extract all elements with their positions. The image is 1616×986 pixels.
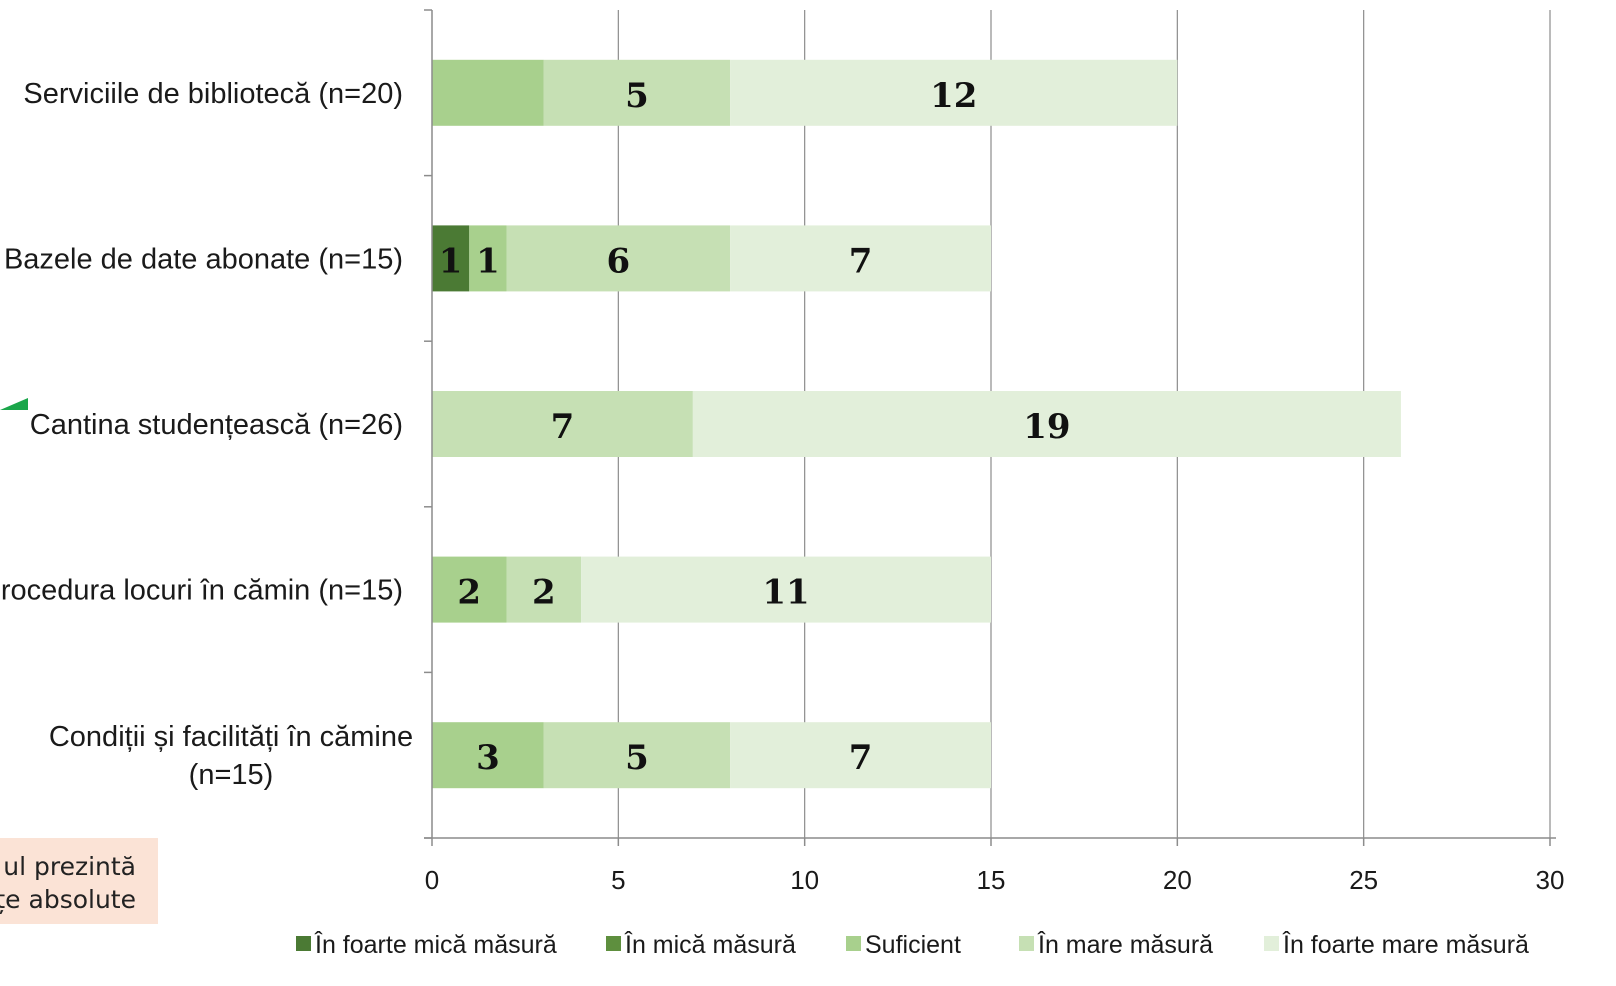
category-label: Condiții și facilități în cămine (n=15) xyxy=(49,721,413,791)
data-label: 3 xyxy=(476,738,500,778)
arrow-icon xyxy=(0,386,28,410)
legend-swatch xyxy=(846,936,861,951)
data-label: 7 xyxy=(849,241,873,281)
data-label: 11 xyxy=(762,573,809,613)
data-label: 5 xyxy=(625,76,649,116)
data-label: 1 xyxy=(476,241,500,281)
bar-segment xyxy=(730,59,1178,126)
bar-segment xyxy=(432,391,693,457)
data-label: 5 xyxy=(625,738,649,778)
x-tick-label: 25 xyxy=(1349,865,1378,895)
annotation-note: ul prezintă nțe absolute xyxy=(0,838,158,924)
bar-segment xyxy=(432,556,507,623)
legend-swatch xyxy=(606,936,621,951)
legend-label: În foarte mare măsură xyxy=(1282,930,1529,959)
data-label: 2 xyxy=(457,573,481,613)
note-line-2: nțe absolute xyxy=(0,885,136,914)
x-tick-label: 5 xyxy=(611,865,625,895)
data-label: 12 xyxy=(930,76,977,116)
x-tick-label: 30 xyxy=(1536,865,1565,895)
bar-segment xyxy=(469,225,507,292)
bar-segment xyxy=(692,391,1401,457)
x-tick-label: 15 xyxy=(977,865,1006,895)
bar-segment xyxy=(506,225,731,292)
bar-segment xyxy=(581,556,991,623)
legend-swatch xyxy=(296,936,311,951)
category-label: Bazele de date abonate (n=15) xyxy=(4,243,403,275)
category-label: Procedura locuri în cămin (n=15) xyxy=(0,575,403,607)
data-label: 7 xyxy=(551,407,575,447)
legend-label: Suficient xyxy=(865,931,961,959)
bar-segment xyxy=(432,722,544,789)
legend-swatch xyxy=(1264,936,1279,951)
bar-segment xyxy=(730,722,991,789)
data-label: 1 xyxy=(439,241,463,281)
legend-swatch xyxy=(1019,936,1034,951)
bar-segment xyxy=(730,225,991,292)
x-tick-label: 20 xyxy=(1163,865,1192,895)
data-label: 19 xyxy=(1023,407,1070,447)
x-tick-label: 10 xyxy=(790,865,819,895)
data-label: 6 xyxy=(606,241,630,281)
legend-label: În mare măsură xyxy=(1037,930,1213,959)
data-label: 7 xyxy=(849,738,873,778)
bar-segment xyxy=(432,225,470,292)
bar-segment xyxy=(543,59,731,126)
legend-label: În foarte mică măsură xyxy=(314,930,557,959)
legend-label: În mică măsură xyxy=(624,930,796,959)
bar-segment xyxy=(432,59,544,126)
category-label: Serviciile de bibliotecă (n=20) xyxy=(23,78,403,110)
category-label: Cantina studențească (n=26) xyxy=(30,409,403,441)
bar-segment xyxy=(543,722,731,789)
bar-segment xyxy=(506,556,582,623)
note-line-1: ul prezintă xyxy=(3,852,136,881)
data-label: 2 xyxy=(532,573,556,613)
x-tick-label: 0 xyxy=(425,865,439,895)
